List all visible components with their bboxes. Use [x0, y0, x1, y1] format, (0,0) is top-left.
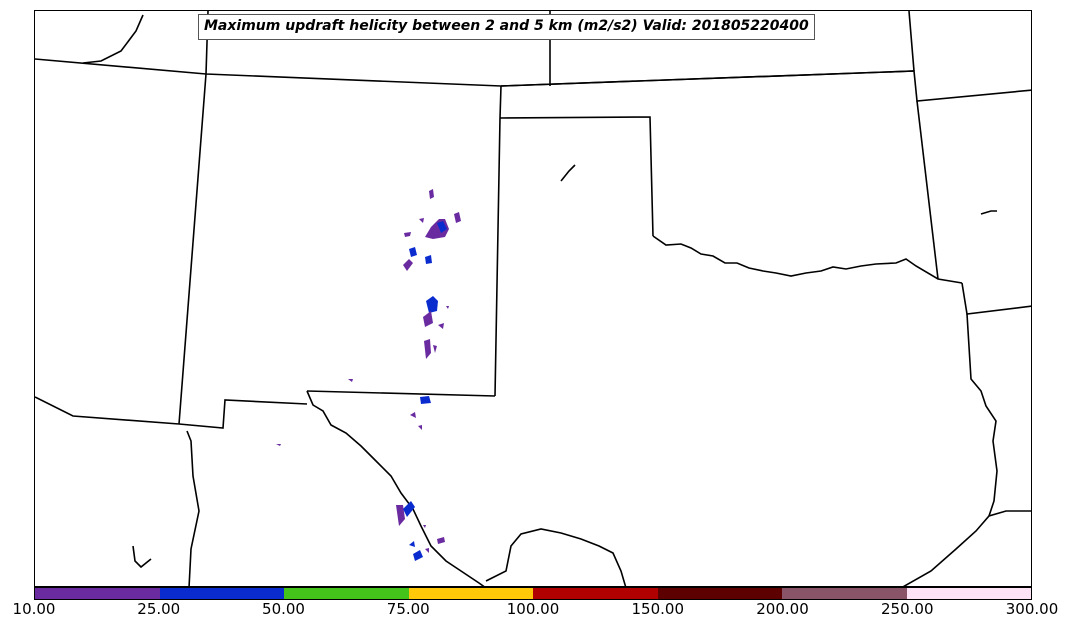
- helicity-cell: [423, 525, 426, 528]
- helicity-cell: [425, 255, 432, 264]
- border-coahuila: [485, 528, 627, 586]
- coast-top-left: [82, 14, 144, 64]
- helicity-cell: [429, 189, 434, 199]
- map-frame: [34, 10, 1032, 587]
- border-oklahoma-kansas: [500, 70, 1031, 102]
- border-newmexico-texas-east: [494, 85, 502, 397]
- helicity-cell: [396, 505, 405, 526]
- helicity-cell: [348, 379, 353, 382]
- lake-outline-2: [980, 210, 997, 215]
- border-red-river: [652, 235, 963, 284]
- colorbar-segment: [284, 588, 409, 599]
- border-utah-arizona: [35, 58, 915, 87]
- helicity-cells: [276, 189, 461, 561]
- border-oklahoma-panhandle: [499, 116, 654, 237]
- helicity-cell: [418, 425, 422, 430]
- colorbar-segment: [657, 588, 782, 599]
- colorbar-segment: [35, 588, 160, 599]
- border-oklahoma-arkansas: [916, 100, 939, 280]
- colorbar-segment: [906, 588, 1031, 599]
- colorbar-tick-label: 200.00: [756, 600, 809, 618]
- helicity-cell: [413, 550, 423, 561]
- colorbar-segment: [159, 588, 284, 599]
- border-arizona-mexico: [35, 396, 180, 425]
- colorbar-tick-label: 25.00: [137, 600, 181, 618]
- helicity-cell: [426, 296, 438, 313]
- colorbar-tick-label: 50.00: [262, 600, 305, 618]
- helicity-cell: [409, 541, 415, 547]
- helicity-cell: [403, 259, 413, 271]
- colorbar: [34, 587, 1032, 600]
- gulf-coast: [902, 510, 1031, 586]
- colorbar-segment: [782, 588, 907, 599]
- border-kansas-missouri: [908, 11, 915, 72]
- colorbar-segment: [533, 588, 658, 599]
- helicity-cell: [409, 247, 417, 257]
- border-newmexico-mexico: [178, 399, 308, 429]
- helicity-cell: [410, 412, 416, 418]
- border-arizona-newmexico: [178, 73, 207, 425]
- helicity-cell: [404, 232, 411, 237]
- state-borders: [35, 11, 1031, 586]
- helicity-cell: [437, 537, 445, 544]
- map-canvas: [35, 11, 1031, 586]
- helicity-cell: [438, 323, 444, 329]
- border-texas-louisiana: [966, 313, 998, 517]
- colorbar-tick-label: 300.00: [1005, 600, 1059, 618]
- helicity-cell: [423, 311, 433, 327]
- helicity-cell: [424, 339, 431, 359]
- colorbar-tick-label: 75.00: [386, 600, 430, 618]
- colorbar-tick-label: 100.00: [506, 600, 560, 618]
- helicity-cell: [433, 345, 437, 353]
- border-rio-grande: [306, 390, 485, 586]
- colorbar-tick-label: 10.00: [12, 600, 56, 618]
- border-sonora-chihuahua: [186, 430, 200, 586]
- helicity-cell: [425, 548, 429, 553]
- helicity-cell: [403, 501, 415, 517]
- helicity-cell: [446, 306, 449, 309]
- helicity-cell: [454, 212, 461, 223]
- helicity-cell: [419, 218, 424, 223]
- lake-outline: [560, 164, 576, 182]
- map-title: Maximum updraft helicity between 2 and 5…: [198, 14, 815, 40]
- border-newmexico-texas-south: [306, 390, 496, 397]
- helicity-cell: [437, 221, 447, 233]
- coast-mexico-west: [132, 545, 152, 569]
- helicity-cell: [420, 396, 431, 404]
- colorbar-tick-label: 150.00: [631, 600, 685, 618]
- border-arkansas-louisiana: [961, 282, 1031, 315]
- colorbar-tick-label: 250.00: [881, 600, 934, 618]
- colorbar-segment: [408, 588, 533, 599]
- helicity-cell: [276, 444, 281, 446]
